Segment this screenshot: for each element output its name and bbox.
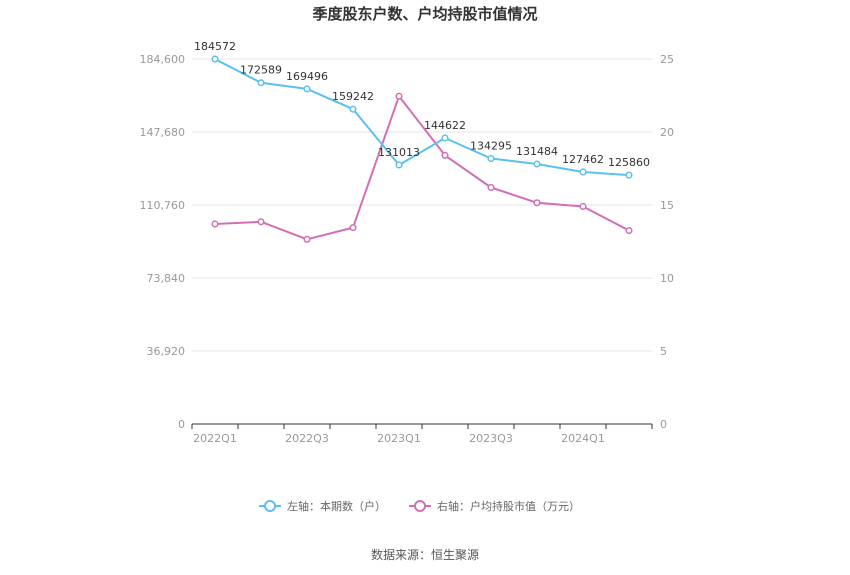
data-label: 144622 (424, 119, 466, 132)
y-left-tick-label: 73,840 (147, 272, 186, 285)
data-label: 169496 (286, 70, 328, 83)
legend-item[interactable]: 右轴：户均持股市值（万元） (409, 499, 580, 513)
y-right-tick-label: 20 (660, 126, 674, 139)
data-label: 159242 (332, 90, 374, 103)
data-point (257, 79, 265, 87)
data-label: 131484 (516, 145, 558, 158)
y-left-tick-label: 110,760 (140, 199, 186, 212)
data-point (625, 171, 633, 179)
x-tick-label: 2023Q3 (469, 432, 513, 445)
data-labels: 184572 172589 169496 159242 131013 144622 1342… (194, 40, 650, 169)
data-point (441, 134, 449, 142)
y-left-tick-label: 0 (178, 418, 185, 431)
x-tick-label: 2022Q3 (285, 432, 329, 445)
data-point (395, 92, 403, 100)
data-point (487, 154, 495, 163)
data-point (303, 235, 311, 243)
data-point (533, 160, 541, 168)
chart-title: 季度股东户数、户均持股市值情况 (312, 5, 537, 23)
data-label: 172589 (240, 64, 282, 77)
data-label: 125860 (608, 156, 650, 169)
series-line (214, 58, 630, 177)
data-label: 134295 (470, 139, 512, 152)
y-left-tick-label: 147,680 (140, 126, 186, 139)
y-left-tick-label: 184,600 (140, 53, 186, 66)
data-point (533, 199, 541, 207)
data-point (625, 227, 633, 235)
y-right-tick-label: 10 (660, 272, 674, 285)
data-point (349, 105, 357, 113)
data-point (579, 202, 587, 211)
legend-label: 右轴：户均持股市值（万元） (437, 499, 580, 513)
data-point (395, 161, 403, 169)
legend-swatch-marker (264, 500, 276, 512)
legend[interactable]: 左轴：本期数（户） 右轴：户均持股市值（万元） (259, 499, 580, 513)
data-point (211, 220, 219, 228)
legend-swatch-marker (414, 500, 426, 512)
y-right-tick-label: 0 (660, 418, 667, 431)
data-point (579, 168, 587, 176)
data-point (441, 151, 449, 159)
axes: 0 36,920 73,840 110,760 147,680 184,600 0 5 10 15… (140, 53, 675, 445)
data-label: 184572 (194, 40, 236, 53)
x-tick-label: 2024Q1 (561, 432, 605, 445)
source-note: 数据来源：恒生聚源 (371, 547, 479, 562)
data-point (487, 183, 495, 192)
y-right-tick-label: 25 (660, 53, 674, 66)
legend-label: 左轴：本期数（户） (287, 499, 386, 513)
legend-item[interactable]: 左轴：本期数（户） (259, 499, 386, 513)
data-point (211, 55, 219, 63)
data-point (349, 224, 357, 232)
x-tick-label: 2023Q1 (377, 432, 421, 445)
data-label: 131013 (378, 146, 420, 159)
data-label: 127462 (562, 153, 604, 166)
y-right-tick-label: 5 (660, 345, 667, 358)
data-point (257, 218, 265, 226)
gridlines (192, 58, 652, 352)
x-tick-label: 2022Q1 (193, 432, 237, 445)
y-right-tick-label: 15 (660, 199, 674, 212)
series-line (214, 95, 630, 241)
data-point (303, 85, 311, 93)
series-lines (211, 55, 633, 243)
y-left-tick-label: 36,920 (147, 345, 186, 358)
